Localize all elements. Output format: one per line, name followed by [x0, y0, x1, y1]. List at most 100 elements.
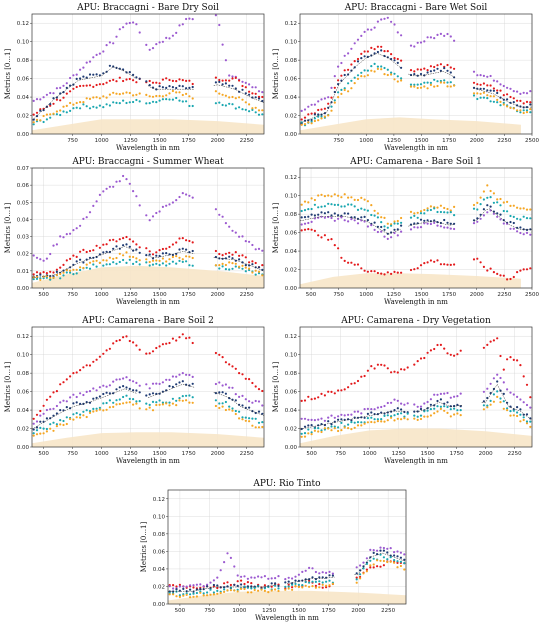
data-point [429, 81, 432, 84]
data-point [82, 366, 85, 369]
data-point [178, 256, 181, 259]
data-point [496, 373, 499, 376]
data-point [118, 252, 121, 255]
data-point [52, 271, 55, 274]
data-point [224, 263, 227, 267]
x-tick-label: 1750 [182, 451, 196, 457]
data-point [65, 111, 68, 114]
data-point [370, 408, 373, 411]
data-point [416, 410, 419, 413]
data-point [373, 214, 376, 217]
data-point [456, 353, 459, 356]
data-point [489, 196, 492, 199]
y-tick-label: 0.06 [17, 390, 30, 396]
data-point [234, 87, 237, 90]
data-point [423, 67, 426, 70]
data-point [185, 79, 188, 82]
x-tick-label: 1750 [322, 608, 336, 614]
data-point [433, 69, 436, 72]
data-point [433, 219, 436, 222]
data-point [369, 548, 372, 552]
data-point [393, 559, 396, 562]
data-point [509, 95, 512, 99]
data-point [165, 94, 168, 97]
data-point [82, 410, 85, 413]
data-point [158, 263, 161, 267]
data-point [72, 393, 75, 396]
data-point [376, 45, 379, 48]
data-point [370, 270, 373, 273]
data-point [175, 375, 178, 378]
data-point [108, 41, 111, 44]
data-point [433, 412, 436, 415]
data-point [409, 85, 413, 88]
data-point [350, 261, 353, 264]
data-point [320, 215, 323, 218]
data-point [482, 400, 485, 403]
data-point [370, 28, 373, 31]
data-point [310, 207, 313, 211]
data-point [79, 101, 82, 104]
data-point [75, 255, 78, 258]
data-point [333, 392, 336, 395]
data-point [382, 564, 385, 567]
data-point [423, 81, 426, 84]
data-point [189, 596, 192, 599]
data-point [506, 278, 509, 281]
data-point [102, 243, 105, 246]
data-point [476, 208, 479, 211]
data-point [383, 420, 386, 423]
data-point [486, 406, 489, 409]
data-point [85, 258, 88, 261]
data-point [228, 255, 231, 258]
data-point [32, 254, 35, 257]
data-point [214, 102, 217, 105]
data-point [188, 194, 191, 197]
data-point [216, 576, 219, 579]
data-point [502, 368, 505, 371]
series-3 [300, 204, 532, 235]
data-point [234, 367, 237, 370]
data-point [65, 269, 68, 272]
data-point [102, 95, 105, 98]
data-point [108, 79, 111, 82]
data-point [376, 230, 379, 234]
mean-path [299, 383, 533, 430]
data-point [356, 217, 360, 220]
data-point [423, 208, 426, 212]
data-point [512, 221, 515, 225]
x-axis-label: Wavelength in nm [116, 457, 180, 465]
data-point [496, 89, 499, 92]
data-point [307, 208, 310, 211]
data-point [363, 55, 366, 58]
data-point [426, 36, 429, 39]
data-point [311, 576, 314, 579]
data-point [340, 92, 343, 95]
data-point [284, 581, 287, 584]
x-tick-label: 750 [333, 292, 344, 298]
data-point [472, 203, 476, 207]
data-point [317, 430, 320, 433]
mean-path [31, 246, 265, 279]
data-point [257, 410, 261, 413]
data-point [92, 249, 95, 252]
data-point [502, 381, 505, 384]
data-point [393, 222, 396, 225]
data-point [337, 418, 340, 421]
data-point [182, 594, 185, 597]
data-point [241, 108, 244, 111]
data-point [168, 78, 171, 82]
x-tick-label: 1750 [450, 451, 464, 457]
data-point [393, 419, 396, 422]
data-point [224, 252, 227, 255]
data-point [409, 216, 413, 219]
data-point [226, 589, 229, 592]
data-point [238, 235, 241, 238]
data-point [396, 417, 399, 420]
data-point [32, 276, 35, 279]
data-point [389, 547, 392, 550]
data-point [82, 75, 85, 78]
data-point [396, 555, 399, 558]
plot-frame [299, 167, 533, 289]
data-point [65, 233, 68, 236]
